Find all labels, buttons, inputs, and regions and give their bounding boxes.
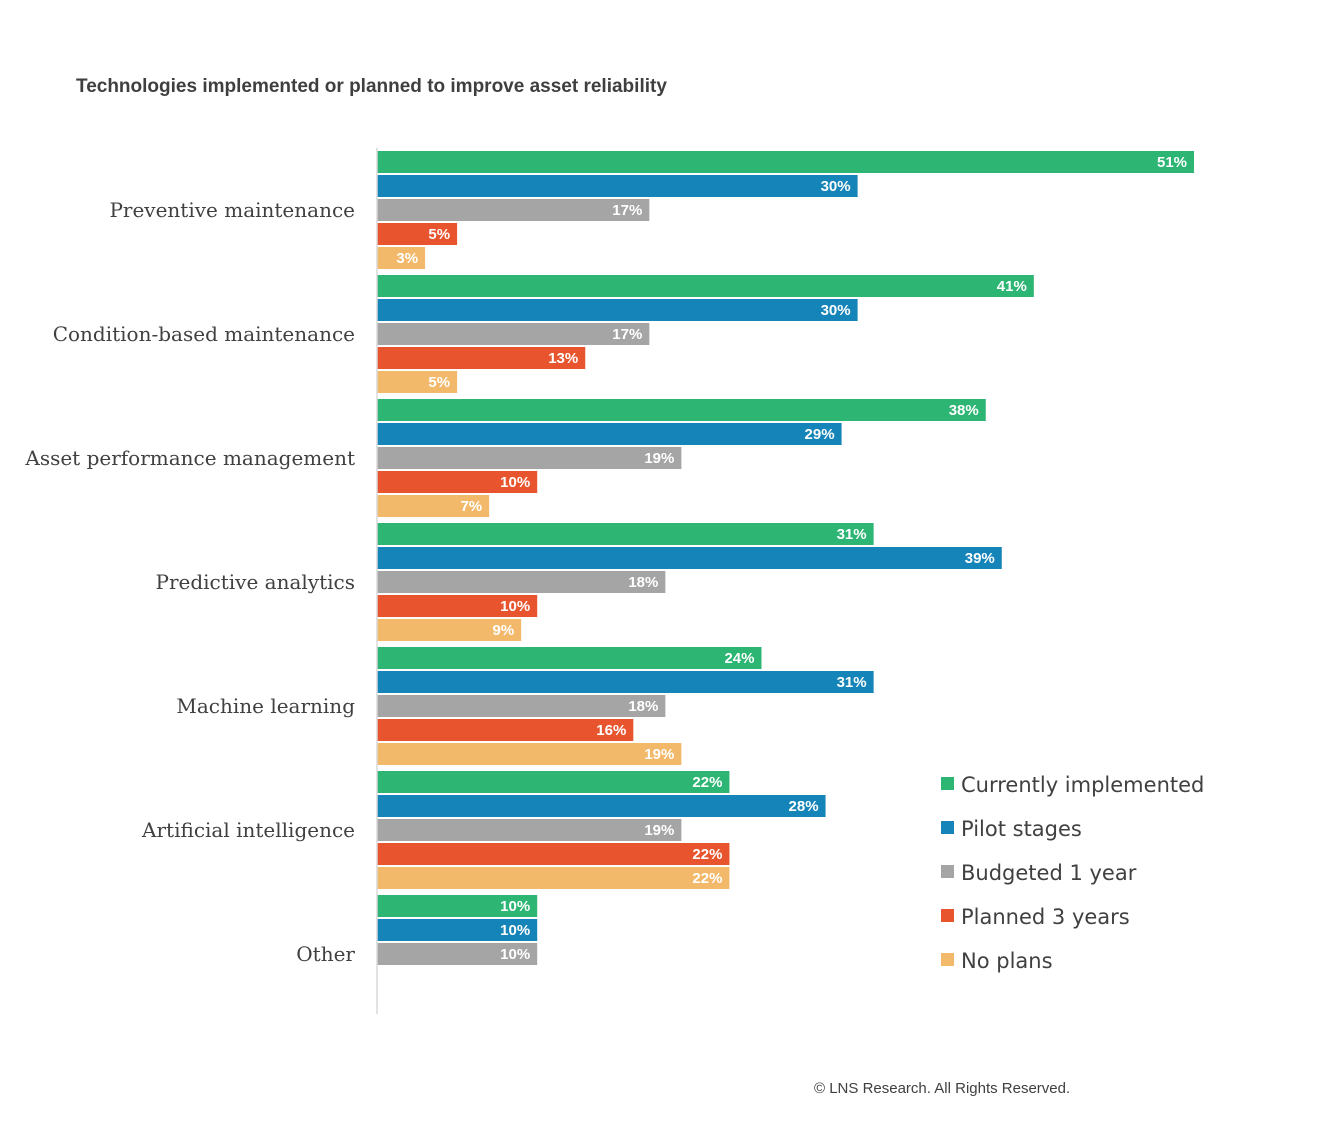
category-label-asset-performance-management: Asset performance management — [24, 446, 355, 470]
category-label-other: Other — [296, 942, 355, 966]
bar-preventive-maintenance-planned-3-years — [377, 223, 458, 245]
bar-artificial-intelligence-currently-implemented — [377, 771, 730, 793]
bar-predictive-analytics-planned-3-years — [377, 595, 538, 617]
category-label-machine-learning: Machine learning — [176, 694, 355, 718]
legend-label-planned-3-years: Planned 3 years — [961, 905, 1130, 929]
bar-asset-performance-management-currently-implemented — [377, 399, 986, 421]
data-label-preventive-maintenance-budgeted-1-year: 17% — [612, 202, 642, 219]
bar-preventive-maintenance-no-plans — [377, 247, 426, 269]
category-labels: Preventive maintenance Condition-based ma… — [24, 198, 355, 966]
data-label-preventive-maintenance-no-plans: 3% — [396, 250, 418, 267]
data-label-artificial-intelligence-pilot-stages: 28% — [789, 798, 819, 815]
data-label-condition-based-maintenance-currently-implemented: 41% — [997, 278, 1027, 295]
data-label-condition-based-maintenance-budgeted-1-year: 17% — [612, 326, 642, 343]
data-label-predictive-analytics-no-plans: 9% — [492, 622, 514, 639]
data-label-artificial-intelligence-planned-3-years: 22% — [692, 846, 722, 863]
data-label-artificial-intelligence-no-plans: 22% — [692, 870, 722, 887]
legend-label-budgeted-1-year: Budgeted 1 year — [961, 861, 1137, 885]
bar-predictive-analytics-budgeted-1-year — [377, 571, 666, 593]
data-label-predictive-analytics-planned-3-years: 10% — [500, 598, 530, 615]
bar-other-budgeted-1-year — [377, 943, 538, 965]
legend-label-pilot-stages: Pilot stages — [961, 817, 1082, 841]
bar-asset-performance-management-pilot-stages — [377, 423, 842, 445]
legend-swatch-no-plans — [941, 953, 954, 966]
bar-other-currently-implemented — [377, 895, 538, 917]
legend-label-no-plans: No plans — [961, 949, 1053, 973]
data-label-asset-performance-management-no-plans: 7% — [460, 498, 482, 515]
category-label-artificial-intelligence: Artificial intelligence — [141, 818, 355, 842]
category-label-preventive-maintenance: Preventive maintenance — [109, 198, 355, 222]
bar-preventive-maintenance-pilot-stages — [377, 175, 858, 197]
data-label-preventive-maintenance-pilot-stages: 30% — [821, 178, 851, 195]
data-label-machine-learning-budgeted-1-year: 18% — [628, 698, 658, 715]
data-label-machine-learning-pilot-stages: 31% — [837, 674, 867, 691]
data-label-other-budgeted-1-year: 10% — [500, 946, 530, 963]
bar-condition-based-maintenance-pilot-stages — [377, 299, 858, 321]
bar-predictive-analytics-currently-implemented — [377, 523, 874, 545]
bar-asset-performance-management-no-plans — [377, 495, 490, 517]
data-label-preventive-maintenance-planned-3-years: 5% — [428, 226, 450, 243]
bar-predictive-analytics-no-plans — [377, 619, 522, 641]
bar-condition-based-maintenance-planned-3-years — [377, 347, 586, 369]
data-label-machine-learning-currently-implemented: 24% — [724, 650, 754, 667]
bar-condition-based-maintenance-no-plans — [377, 371, 458, 393]
data-label-other-currently-implemented: 10% — [500, 898, 530, 915]
data-label-preventive-maintenance-currently-implemented: 51% — [1157, 154, 1187, 171]
data-label-artificial-intelligence-budgeted-1-year: 19% — [644, 822, 674, 839]
legend-swatch-pilot-stages — [941, 821, 954, 834]
bars-layer: 51% 30% 17% 5% 3% 41% 30% 17% 13% 5% 38% 29% 19% 10% 7… — [377, 151, 1195, 965]
category-label-condition-based-maintenance: Condition-based maintenance — [53, 322, 355, 346]
copyright-notice: © LNS Research. All Rights Reserved. — [814, 1080, 1071, 1097]
data-label-other-pilot-stages: 10% — [500, 922, 530, 939]
data-label-asset-performance-management-currently-implemented: 38% — [949, 402, 979, 419]
data-label-machine-learning-planned-3-years: 16% — [596, 722, 626, 739]
data-label-condition-based-maintenance-planned-3-years: 13% — [548, 350, 578, 367]
data-label-asset-performance-management-budgeted-1-year: 19% — [644, 450, 674, 467]
data-label-condition-based-maintenance-pilot-stages: 30% — [821, 302, 851, 319]
data-label-condition-based-maintenance-no-plans: 5% — [428, 374, 450, 391]
bar-preventive-maintenance-budgeted-1-year — [377, 199, 650, 221]
bar-machine-learning-planned-3-years — [377, 719, 634, 741]
legend-swatch-planned-3-years — [941, 909, 954, 922]
bar-condition-based-maintenance-budgeted-1-year — [377, 323, 650, 345]
bar-predictive-analytics-pilot-stages — [377, 547, 1002, 569]
legend-label-currently-implemented: Currently implemented — [961, 773, 1204, 797]
bar-other-pilot-stages — [377, 919, 538, 941]
bar-artificial-intelligence-planned-3-years — [377, 843, 730, 865]
legend-swatch-budgeted-1-year — [941, 865, 954, 878]
data-label-predictive-analytics-currently-implemented: 31% — [837, 526, 867, 543]
legend: Currently implemented Pilot stages Budgete… — [941, 773, 1204, 973]
bar-machine-learning-pilot-stages — [377, 671, 874, 693]
bar-artificial-intelligence-no-plans — [377, 867, 730, 889]
data-label-artificial-intelligence-currently-implemented: 22% — [692, 774, 722, 791]
bar-artificial-intelligence-budgeted-1-year — [377, 819, 682, 841]
bar-artificial-intelligence-pilot-stages — [377, 795, 826, 817]
bar-machine-learning-no-plans — [377, 743, 682, 765]
data-label-asset-performance-management-planned-3-years: 10% — [500, 474, 530, 491]
data-label-machine-learning-no-plans: 19% — [644, 746, 674, 763]
bar-condition-based-maintenance-currently-implemented — [377, 275, 1034, 297]
legend-swatch-currently-implemented — [941, 777, 954, 790]
bar-machine-learning-currently-implemented — [377, 647, 762, 669]
bar-preventive-maintenance-currently-implemented — [377, 151, 1195, 173]
bar-asset-performance-management-budgeted-1-year — [377, 447, 682, 469]
data-label-predictive-analytics-budgeted-1-year: 18% — [628, 574, 658, 591]
chart-title: Technologies implemented or planned to i… — [76, 76, 667, 97]
category-label-predictive-analytics: Predictive analytics — [155, 570, 355, 594]
bar-machine-learning-budgeted-1-year — [377, 695, 666, 717]
data-label-predictive-analytics-pilot-stages: 39% — [965, 550, 995, 567]
bar-asset-performance-management-planned-3-years — [377, 471, 538, 493]
data-label-asset-performance-management-pilot-stages: 29% — [805, 426, 835, 443]
